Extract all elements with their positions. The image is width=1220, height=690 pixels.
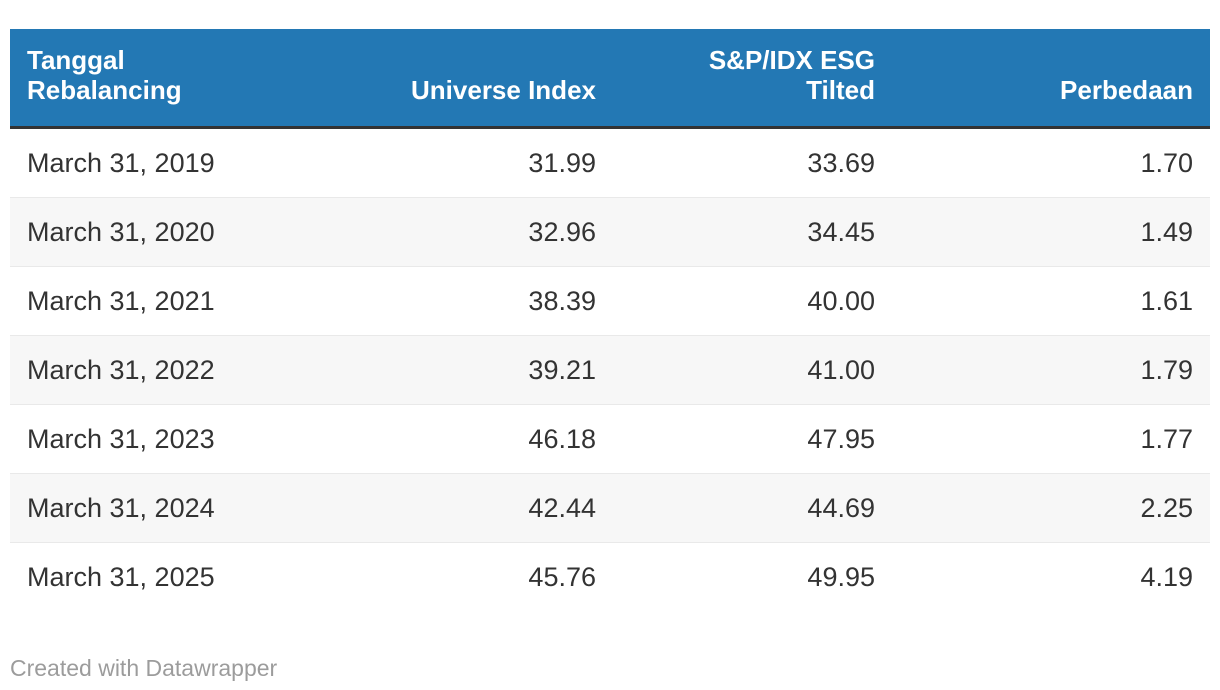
cell-perbedaan: 1.77 (892, 404, 1210, 474)
cell-date: March 31, 2022 (10, 335, 390, 405)
cell-esg-tilted: 47.95 (613, 404, 892, 474)
cell-universe-index: 39.21 (390, 335, 613, 405)
cell-perbedaan: 1.61 (892, 266, 1210, 336)
cell-esg-tilted: 41.00 (613, 335, 892, 405)
cell-date: March 31, 2024 (10, 473, 390, 543)
table-row: March 31, 2020 32.96 34.45 1.49 (10, 197, 1210, 267)
cell-perbedaan: 4.19 (892, 542, 1210, 612)
rebalancing-table: Tanggal Rebalancing Universe Index S&P/I… (10, 29, 1210, 612)
data-table-container: Tanggal Rebalancing Universe Index S&P/I… (10, 29, 1210, 612)
table-header: Tanggal Rebalancing Universe Index S&P/I… (10, 29, 1210, 130)
cell-universe-index: 46.18 (390, 404, 613, 474)
cell-esg-tilted: 34.45 (613, 197, 892, 267)
header-row: Tanggal Rebalancing Universe Index S&P/I… (10, 29, 1210, 130)
cell-perbedaan: 1.49 (892, 197, 1210, 267)
cell-esg-tilted: 49.95 (613, 542, 892, 612)
table-row: March 31, 2025 45.76 49.95 4.19 (10, 542, 1210, 612)
cell-date: March 31, 2019 (10, 127, 390, 198)
cell-perbedaan: 2.25 (892, 473, 1210, 543)
cell-perbedaan: 1.79 (892, 335, 1210, 405)
col-header-tanggal-rebalancing: Tanggal Rebalancing (10, 29, 390, 130)
cell-universe-index: 31.99 (390, 127, 613, 198)
table-row: March 31, 2021 38.39 40.00 1.61 (10, 266, 1210, 336)
table-row: March 31, 2023 46.18 47.95 1.77 (10, 404, 1210, 474)
cell-date: March 31, 2023 (10, 404, 390, 474)
cell-esg-tilted: 44.69 (613, 473, 892, 543)
cell-universe-index: 38.39 (390, 266, 613, 336)
col-header-universe-index: Universe Index (390, 29, 613, 130)
table-body: March 31, 2019 31.99 33.69 1.70 March 31… (10, 127, 1210, 612)
cell-universe-index: 42.44 (390, 473, 613, 543)
col-header-perbedaan: Perbedaan (892, 29, 1210, 130)
table-row: March 31, 2022 39.21 41.00 1.79 (10, 335, 1210, 405)
datawrapper-attribution-link[interactable]: Created with Datawrapper (10, 655, 278, 682)
cell-date: March 31, 2020 (10, 197, 390, 267)
cell-universe-index: 45.76 (390, 542, 613, 612)
cell-date: March 31, 2025 (10, 542, 390, 612)
table-row: March 31, 2024 42.44 44.69 2.25 (10, 473, 1210, 543)
col-header-esg-tilted: S&P/IDX ESG Tilted (613, 29, 892, 130)
cell-esg-tilted: 33.69 (613, 127, 892, 198)
cell-date: March 31, 2021 (10, 266, 390, 336)
cell-universe-index: 32.96 (390, 197, 613, 267)
cell-esg-tilted: 40.00 (613, 266, 892, 336)
cell-perbedaan: 1.70 (892, 127, 1210, 198)
table-row: March 31, 2019 31.99 33.69 1.70 (10, 127, 1210, 198)
